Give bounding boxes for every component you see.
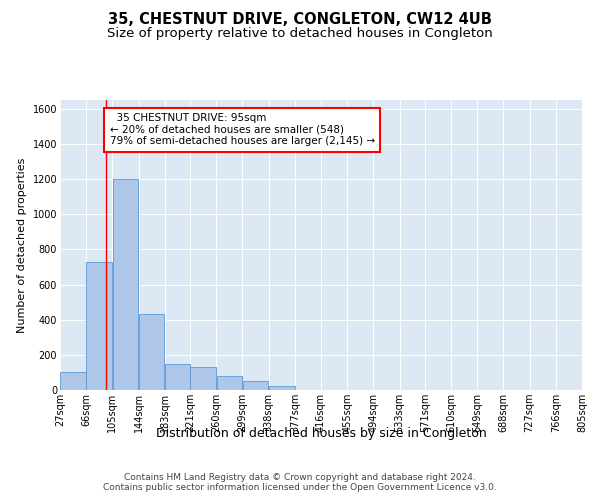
Bar bbox=[113, 179, 138, 390]
Text: Distribution of detached houses by size in Congleton: Distribution of detached houses by size … bbox=[155, 428, 487, 440]
Bar bbox=[269, 386, 295, 390]
Text: Contains HM Land Registry data © Crown copyright and database right 2024.
Contai: Contains HM Land Registry data © Crown c… bbox=[103, 472, 497, 492]
Y-axis label: Number of detached properties: Number of detached properties bbox=[17, 158, 27, 332]
Bar bbox=[139, 314, 164, 390]
Text: 35 CHESTNUT DRIVE: 95sqm
← 20% of detached houses are smaller (548)
79% of semi-: 35 CHESTNUT DRIVE: 95sqm ← 20% of detach… bbox=[110, 114, 375, 146]
Bar bbox=[243, 381, 268, 390]
Text: Size of property relative to detached houses in Congleton: Size of property relative to detached ho… bbox=[107, 28, 493, 40]
Bar bbox=[217, 376, 242, 390]
Bar bbox=[86, 262, 112, 390]
Bar bbox=[165, 364, 190, 390]
Bar bbox=[60, 372, 86, 390]
Bar bbox=[190, 367, 216, 390]
Text: 35, CHESTNUT DRIVE, CONGLETON, CW12 4UB: 35, CHESTNUT DRIVE, CONGLETON, CW12 4UB bbox=[108, 12, 492, 28]
